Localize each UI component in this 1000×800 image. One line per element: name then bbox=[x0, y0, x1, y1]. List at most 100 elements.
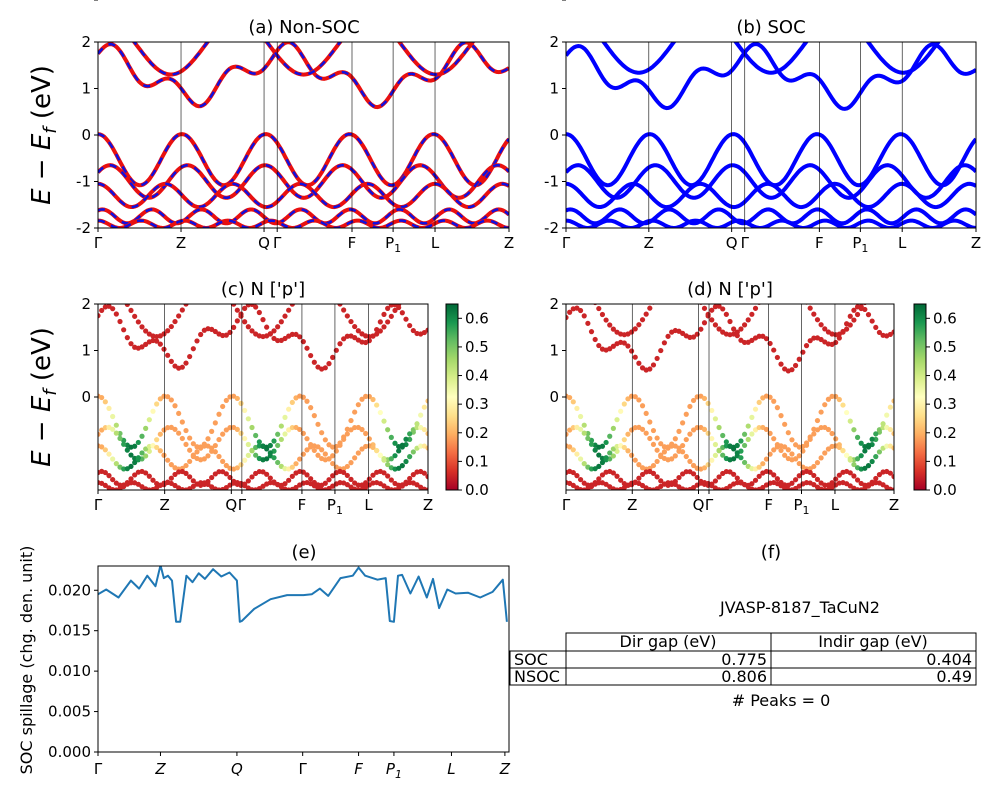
c-point bbox=[289, 304, 295, 307]
c-point bbox=[205, 481, 211, 488]
c-point bbox=[194, 286, 199, 291]
d-point bbox=[833, 393, 839, 400]
c-point bbox=[352, 455, 358, 461]
d-point bbox=[581, 430, 587, 436]
e-xtick-label-0: Γ bbox=[94, 760, 103, 778]
e-axes-frame bbox=[97, 565, 510, 753]
c-point bbox=[330, 473, 336, 479]
d-point bbox=[789, 451, 795, 457]
c-point bbox=[311, 483, 317, 489]
a-xtick-label-2: Q bbox=[258, 234, 270, 252]
d-point bbox=[880, 278, 885, 283]
colorbar-ticks: 0.0 0.1 0.2 0.3 0.4 0.5 0.6 0.0 0.1 0.2 0.3 0.4 0.5 0… bbox=[458, 309, 957, 499]
b-band-2 bbox=[566, 132, 976, 188]
c-point bbox=[385, 473, 391, 479]
d-point bbox=[814, 317, 821, 323]
c-point bbox=[161, 427, 167, 433]
c-point bbox=[421, 404, 427, 410]
c-point bbox=[414, 421, 420, 427]
d-point bbox=[786, 278, 791, 283]
b-xtick-label-2: Q bbox=[726, 234, 738, 252]
d-point bbox=[760, 461, 766, 467]
c-point bbox=[161, 452, 167, 458]
c-point bbox=[139, 450, 145, 456]
c-point bbox=[194, 338, 200, 344]
c-point bbox=[260, 469, 266, 475]
d-point bbox=[607, 322, 613, 328]
c-point bbox=[183, 304, 189, 307]
b-band-4 bbox=[566, 181, 976, 210]
d-point bbox=[665, 333, 671, 339]
b-ytick-label-4: 2 bbox=[549, 33, 559, 51]
d-point bbox=[822, 326, 828, 332]
d-point bbox=[866, 294, 871, 299]
d-point bbox=[716, 424, 722, 431]
c-point bbox=[330, 460, 336, 467]
d-point bbox=[658, 288, 663, 293]
c-point bbox=[157, 341, 163, 347]
c-point bbox=[168, 462, 174, 468]
d-point bbox=[836, 335, 842, 341]
c-point bbox=[399, 310, 405, 316]
c-point bbox=[245, 324, 251, 330]
c-point bbox=[300, 339, 306, 345]
c-point bbox=[179, 364, 185, 370]
table-footer: # Peaks = 0 bbox=[732, 691, 831, 710]
c-point bbox=[128, 307, 134, 314]
d-ytick-label-2: 0 bbox=[549, 388, 559, 406]
d-point bbox=[756, 424, 762, 431]
c-point bbox=[260, 443, 266, 449]
c-point bbox=[242, 457, 248, 463]
c-point bbox=[165, 328, 171, 334]
d-point bbox=[869, 318, 875, 324]
d-point bbox=[607, 450, 613, 456]
d-point bbox=[570, 469, 576, 476]
c-point bbox=[355, 402, 361, 408]
d-point bbox=[581, 422, 587, 428]
d-point bbox=[734, 329, 740, 335]
c-point bbox=[425, 327, 428, 333]
d-point bbox=[690, 397, 697, 404]
d-point bbox=[854, 477, 861, 483]
d-point bbox=[716, 326, 722, 332]
d-point bbox=[851, 307, 857, 313]
c-point bbox=[381, 457, 387, 463]
c-point bbox=[212, 328, 218, 335]
d-point bbox=[865, 463, 872, 469]
d-point bbox=[621, 401, 627, 407]
c-point bbox=[110, 282, 115, 287]
d-point bbox=[570, 447, 576, 453]
d-point bbox=[796, 453, 802, 459]
d-point bbox=[701, 465, 708, 471]
d-point bbox=[596, 476, 602, 482]
c-point bbox=[315, 452, 321, 458]
c-point bbox=[344, 333, 350, 339]
c-point bbox=[312, 278, 317, 283]
c-point bbox=[323, 282, 328, 287]
d-ytick-label-3: 1 bbox=[549, 342, 559, 360]
c-point bbox=[110, 456, 116, 462]
c-point bbox=[311, 413, 317, 419]
d-point bbox=[836, 396, 842, 403]
c-point bbox=[418, 278, 423, 283]
d-point bbox=[577, 307, 584, 314]
cb-d-tick-label-1: 0.1 bbox=[933, 452, 957, 470]
d-point bbox=[793, 456, 799, 462]
c-point bbox=[260, 317, 266, 323]
c-point bbox=[209, 445, 215, 451]
d-point bbox=[621, 340, 627, 346]
c-point bbox=[99, 394, 105, 401]
d-point bbox=[731, 326, 737, 332]
panel-a-title: (a) Non-SOC bbox=[248, 17, 359, 38]
table-row-nsoc-indir: 0.49 bbox=[936, 667, 972, 686]
table-row-nsoc-label: NSOC bbox=[514, 667, 560, 686]
c-point bbox=[253, 452, 259, 458]
c-point bbox=[150, 408, 156, 414]
d-point bbox=[756, 464, 762, 470]
c-point bbox=[154, 338, 160, 344]
d-ytick-label-0: −2 bbox=[537, 0, 559, 4]
d-point bbox=[603, 439, 609, 446]
d-point bbox=[778, 413, 784, 419]
c-point bbox=[99, 444, 105, 450]
d-point bbox=[891, 398, 894, 404]
